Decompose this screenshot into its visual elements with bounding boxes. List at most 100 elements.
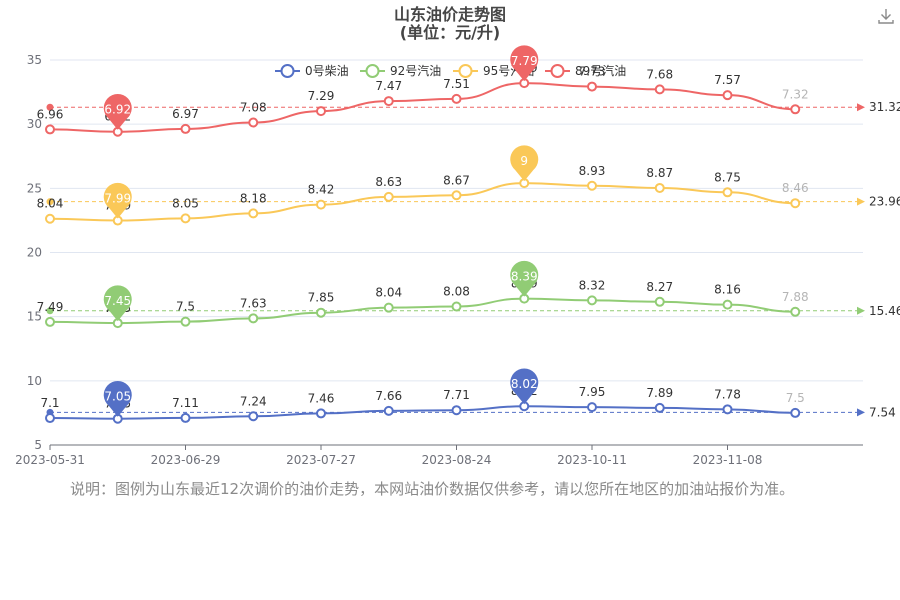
series: 31.32 6.96 6.92 6.97 7.08 7.29 7.47 7.51 7.79 7.7… bbox=[37, 45, 900, 137]
data-label: 7.68 bbox=[646, 67, 673, 81]
data-point[interactable] bbox=[587, 81, 597, 92]
y-tick-label: 15 bbox=[27, 310, 42, 324]
data-point[interactable] bbox=[451, 301, 462, 312]
data-point[interactable] bbox=[180, 123, 191, 134]
data-point[interactable] bbox=[451, 93, 462, 104]
legend-item[interactable]: 92号汽油 bbox=[360, 63, 441, 78]
data-point[interactable] bbox=[654, 296, 665, 307]
data-point[interactable] bbox=[316, 199, 326, 210]
data-label: 7.49 bbox=[37, 300, 64, 314]
data-point[interactable] bbox=[45, 213, 55, 224]
data-label: 7.5 bbox=[176, 300, 195, 314]
data-point[interactable] bbox=[383, 405, 394, 416]
data-point[interactable] bbox=[316, 307, 326, 318]
average-start-dot bbox=[46, 103, 54, 111]
data-label: 8.75 bbox=[714, 170, 741, 184]
data-point[interactable] bbox=[790, 407, 801, 418]
series: 7.54 7.1 7.05 7.11 7.24 7.46 7.66 7.71 8.02 7.95 7… bbox=[40, 368, 896, 424]
data-point[interactable] bbox=[180, 213, 191, 224]
data-point[interactable] bbox=[654, 84, 665, 95]
average-arrow bbox=[857, 103, 865, 112]
data-point[interactable] bbox=[654, 182, 665, 193]
data-label: 7.24 bbox=[240, 394, 267, 408]
data-label: 7.47 bbox=[375, 79, 402, 93]
data-point[interactable] bbox=[587, 295, 597, 306]
x-tick-label: 2023-05-31 bbox=[15, 453, 85, 467]
legend-marker bbox=[458, 64, 473, 78]
data-label: 8.32 bbox=[579, 278, 606, 292]
pin-label: 7.05 bbox=[104, 390, 131, 404]
legend-label: 92号汽油 bbox=[390, 63, 441, 78]
legend-item[interactable]: 0号柴油 bbox=[275, 64, 349, 78]
data-label: 7.57 bbox=[714, 73, 741, 87]
data-point[interactable] bbox=[383, 302, 394, 313]
data-point[interactable] bbox=[248, 313, 259, 324]
x-tick-label: 2023-10-11 bbox=[557, 453, 627, 467]
data-point[interactable] bbox=[722, 90, 733, 101]
average-label: 23.96 bbox=[869, 195, 900, 209]
pin-shape bbox=[510, 145, 539, 182]
data-label: 7.51 bbox=[443, 77, 470, 91]
data-point[interactable] bbox=[316, 106, 326, 117]
series: 23.96 8.04 7.99 8.05 8.18 8.42 8.63 8.67 9 8.93 8.… bbox=[37, 145, 900, 226]
data-label: 8.27 bbox=[646, 280, 673, 294]
data-point[interactable] bbox=[248, 117, 259, 128]
pin-label: 7.45 bbox=[104, 294, 131, 308]
data-point[interactable] bbox=[45, 413, 55, 424]
y-tick-label: 30 bbox=[27, 117, 42, 131]
data-label: 7.5 bbox=[786, 391, 805, 405]
data-label: 8.42 bbox=[308, 183, 335, 197]
data-point[interactable] bbox=[248, 411, 259, 422]
data-point[interactable] bbox=[722, 404, 733, 415]
pin-label: 8.02 bbox=[511, 377, 538, 391]
data-point[interactable] bbox=[722, 299, 733, 310]
pin-shape bbox=[510, 45, 539, 82]
average-label: 15.46 bbox=[869, 304, 900, 318]
data-point[interactable] bbox=[383, 191, 394, 202]
series: 15.46 7.49 7.45 7.5 7.63 7.85 8.04 8.08 8.39 8.32… bbox=[37, 260, 900, 329]
data-point[interactable] bbox=[316, 408, 326, 419]
legend-item[interactable]: 89号汽油 bbox=[545, 63, 626, 78]
max-pin: 7.79 bbox=[510, 45, 539, 82]
max-pin: 8.02 bbox=[510, 368, 539, 405]
series-line bbox=[49, 182, 796, 222]
data-point[interactable] bbox=[45, 316, 55, 327]
pin-shape bbox=[510, 368, 539, 405]
average-label: 31.32 bbox=[869, 100, 900, 114]
data-point[interactable] bbox=[654, 402, 665, 413]
data-point[interactable] bbox=[451, 405, 462, 416]
data-label: 7.29 bbox=[308, 89, 335, 103]
legend-label: 0号柴油 bbox=[305, 64, 349, 78]
chart-title: 山东油价走势图 bbox=[394, 5, 506, 24]
pin-shape bbox=[103, 94, 132, 130]
data-label: 8.08 bbox=[443, 285, 470, 299]
data-label: 8.16 bbox=[714, 283, 741, 297]
average-label: 7.54 bbox=[869, 405, 896, 419]
data-point[interactable] bbox=[45, 124, 55, 135]
data-point[interactable] bbox=[790, 198, 801, 209]
data-point[interactable] bbox=[722, 187, 733, 198]
data-point[interactable] bbox=[451, 190, 462, 201]
data-point[interactable] bbox=[180, 316, 191, 327]
data-point[interactable] bbox=[383, 96, 394, 107]
min-pin: 7.45 bbox=[103, 285, 132, 322]
min-pin: 6.92 bbox=[103, 94, 132, 130]
download-icon[interactable] bbox=[876, 6, 896, 26]
chart-note: 说明：图例为山东最近12次调价的油价走势，本网站油价数据仅供参考，请以您所在地区… bbox=[70, 480, 795, 498]
data-point[interactable] bbox=[790, 104, 801, 115]
data-point[interactable] bbox=[790, 306, 801, 317]
x-tick-label: 2023-07-27 bbox=[286, 453, 356, 467]
average-arrow bbox=[857, 408, 865, 417]
data-point[interactable] bbox=[248, 208, 259, 219]
data-label: 8.63 bbox=[375, 175, 402, 189]
pin-shape bbox=[103, 285, 132, 322]
data-point[interactable] bbox=[587, 180, 597, 191]
data-point[interactable] bbox=[587, 402, 597, 413]
average-start-dot bbox=[46, 198, 54, 206]
data-label: 7.46 bbox=[308, 391, 335, 405]
legend[interactable]: 0号柴油 92号汽油 95号汽油 89号汽油 bbox=[275, 63, 626, 78]
max-pin: 8.39 bbox=[510, 260, 539, 297]
y-tick-label: 35 bbox=[27, 53, 42, 67]
data-point[interactable] bbox=[180, 412, 191, 423]
legend-marker bbox=[280, 64, 295, 78]
